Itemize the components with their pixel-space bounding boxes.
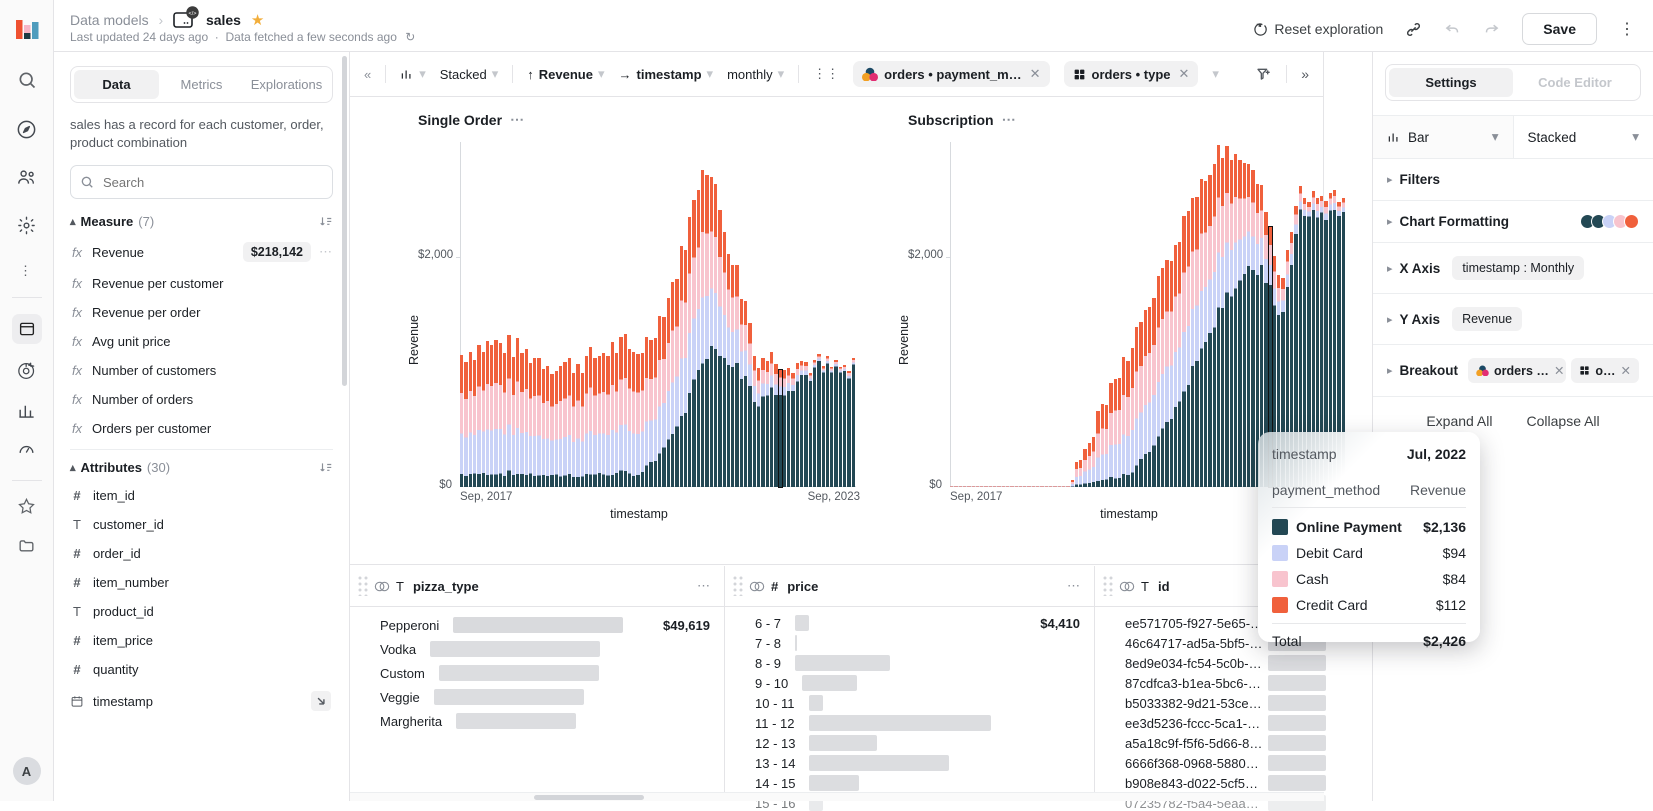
svg-text:</>: </> bbox=[189, 11, 197, 17]
